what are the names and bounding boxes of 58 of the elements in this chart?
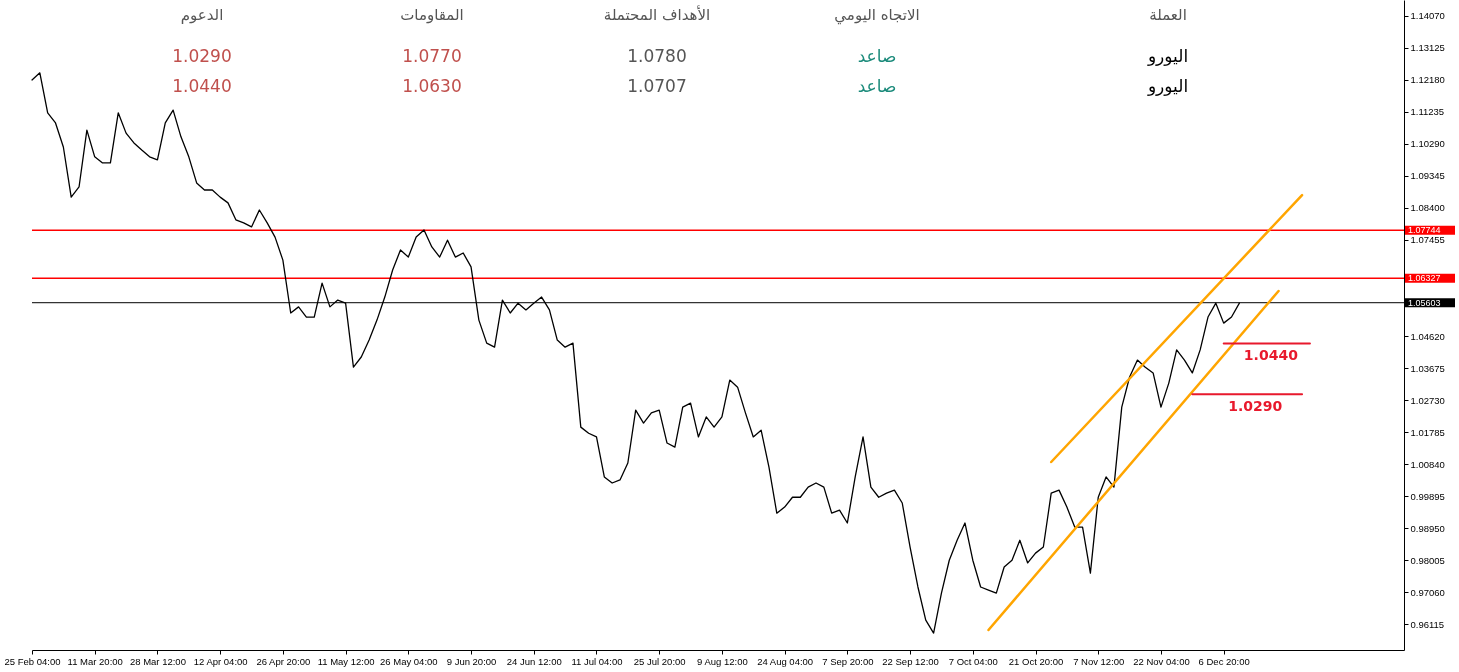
series-label: 1.0440 [1243,347,1299,364]
x-tick-label: 7 Oct 04:00 [948,655,998,667]
annotation: 1.0630 [402,76,462,96]
annotation: المقاومات [400,6,464,24]
series-label: 1.0290 [1228,398,1283,415]
y-tick-label: 1.10290 [1410,138,1445,150]
y-tick-label: 1.00840 [1410,458,1445,470]
y-tick-label: 1.08400 [1410,202,1445,214]
x-tick-label: 11 Jul 04:00 [571,655,623,667]
x-tick-label: 11 Mar 20:00 [67,655,123,667]
x-tick-label: 11 May 12:00 [317,655,375,667]
x-tick-label: 25 Feb 04:00 [4,655,61,667]
y-tick-label: 0.98005 [1410,554,1445,566]
y-tick-label: 1.13125 [1410,42,1445,54]
x-tick-label: 24 Aug 04:00 [757,655,814,667]
annotation: صاعد [857,76,897,96]
y-tick-label: 0.97060 [1410,586,1445,598]
x-tick-label: 26 May 04:00 [380,655,438,667]
x-tick-label: 22 Sep 12:00 [882,655,939,667]
annotation: العملة [1149,6,1187,24]
annotation: الاتجاه اليومي [834,6,920,25]
annotation: اليورو [1146,76,1189,96]
x-tick-label: 28 Mar 12:00 [129,655,186,667]
y-tick-label: 1.03675 [1410,362,1445,374]
y-tick-label: 0.96115 [1410,618,1445,630]
y-tick-label: 1.11235 [1410,106,1445,118]
ref-line-label: 1.07744 [1408,225,1441,236]
y-tick-label: 0.98950 [1410,522,1445,534]
annotation: الدعوم [180,6,224,24]
x-tick-label: 22 Nov 04:00 [1133,655,1190,667]
ref-line-label: 1.06327 [1408,273,1441,284]
y-tick-label: 1.12180 [1410,74,1445,86]
x-tick-label: 24 Jun 12:00 [506,655,562,667]
x-tick-label: 12 Apr 04:00 [193,655,248,667]
annotation: 1.0440 [172,76,232,96]
y-tick-label: 1.02730 [1410,394,1445,406]
y-tick-label: 1.09345 [1410,170,1445,182]
y-tick-label: 1.14070 [1410,10,1445,22]
annotation: 1.0780 [627,46,687,66]
y-tick-label: 1.04620 [1410,330,1445,342]
y-tick-label: 1.07455 [1410,234,1445,246]
x-tick-label: 6 Dec 20:00 [1198,655,1250,667]
x-tick-label: 7 Nov 12:00 [1073,655,1125,667]
x-tick-label: 21 Oct 20:00 [1008,655,1064,667]
ref-line-label: 1.05603 [1408,297,1441,308]
x-tick-label: 9 Aug 12:00 [697,655,748,667]
annotation: صاعد [857,46,897,66]
y-tick-label: 1.01785 [1410,426,1445,438]
x-tick-label: 26 Apr 20:00 [256,655,311,667]
annotation: 1.0707 [627,76,687,96]
annotation: 1.0290 [172,46,232,66]
y-tick-label: 0.99895 [1410,490,1445,502]
x-tick-label: 9 Jun 20:00 [446,655,497,667]
annotation: اليورو [1146,46,1189,66]
x-tick-label: 7 Sep 20:00 [822,655,874,667]
annotation: 1.0770 [402,46,462,66]
x-tick-label: 25 Jul 20:00 [633,655,686,667]
annotation: الأهداف المحتملة [603,5,711,24]
